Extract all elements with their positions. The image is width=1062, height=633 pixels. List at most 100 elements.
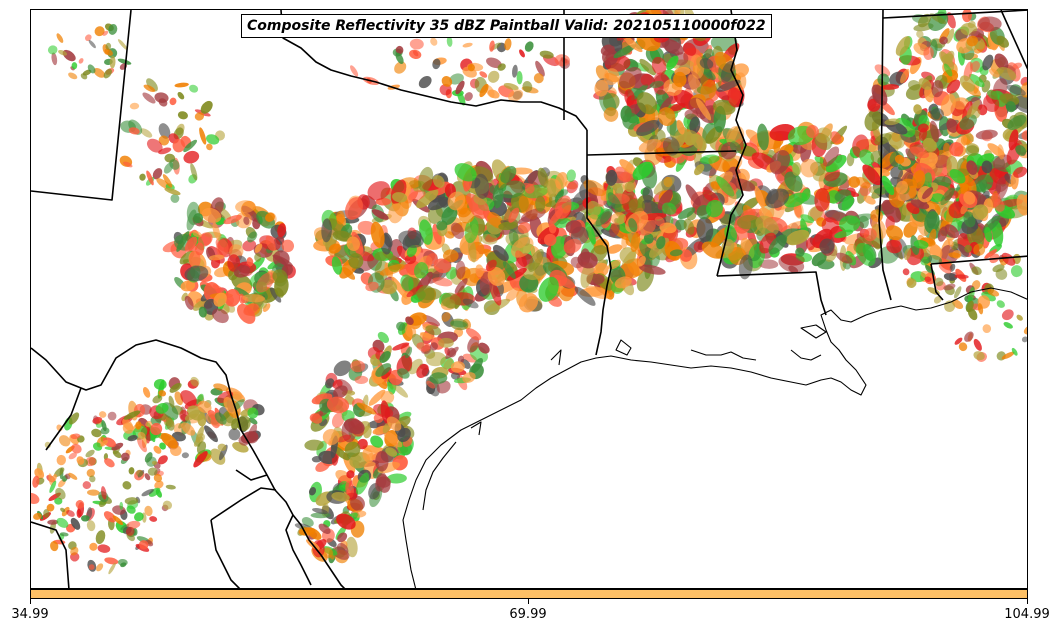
reflectivity-blob (332, 230, 353, 242)
reflectivity-blob (408, 358, 423, 375)
reflectivity-blob (548, 223, 557, 234)
reflectivity-blob (643, 233, 654, 244)
reflectivity-blob (487, 70, 500, 83)
reflectivity-blob (953, 286, 962, 299)
reflectivity-blob (395, 45, 404, 55)
reflectivity-blob (141, 488, 154, 497)
reflectivity-blob (563, 238, 582, 254)
reflectivity-blob (927, 254, 943, 265)
reflectivity-blob (47, 45, 58, 55)
reflectivity-blob (769, 149, 791, 175)
reflectivity-blob (498, 221, 518, 231)
reflectivity-blob (235, 200, 256, 213)
reflectivity-blob (977, 16, 1002, 32)
reflectivity-blob (51, 474, 57, 482)
reflectivity-blob (126, 520, 141, 529)
reflectivity-blob (169, 97, 177, 106)
reflectivity-blob (485, 259, 497, 272)
reflectivity-blob (51, 52, 58, 66)
reflectivity-blob (123, 161, 133, 168)
colorbar-tick-label: 34.99 (11, 607, 49, 622)
reflectivity-blob (414, 262, 429, 279)
reflectivity-blob (190, 163, 198, 181)
reflectivity-blob (997, 144, 1005, 160)
reflectivity-blob (326, 396, 350, 414)
reflectivity-blob (419, 332, 432, 341)
reflectivity-blob (916, 30, 924, 39)
reflectivity-blob (630, 232, 641, 253)
reflectivity-blob (61, 506, 70, 517)
reflectivity-blob (947, 239, 954, 247)
colorbar-tick (528, 599, 529, 604)
reflectivity-blob (815, 127, 832, 144)
reflectivity-blob (465, 328, 482, 341)
reflectivity-blob (999, 93, 1020, 106)
reflectivity-blob (375, 450, 389, 472)
reflectivity-blob (181, 422, 196, 436)
reflectivity-blob (610, 212, 627, 225)
reflectivity-blob (661, 38, 684, 55)
reflectivity-blob (988, 68, 1000, 78)
reflectivity-blob (404, 254, 417, 265)
reflectivity-blob (177, 91, 185, 100)
reflectivity-blob (50, 541, 59, 552)
reflectivity-blob (144, 505, 153, 517)
reflectivity-blob (76, 456, 85, 465)
reflectivity-blob (96, 563, 104, 572)
reflectivity-blob (613, 44, 637, 59)
reflectivity-blob (429, 372, 448, 384)
reflectivity-blob (207, 410, 218, 420)
reflectivity-blob (498, 180, 526, 199)
reflectivity-blob (1015, 145, 1027, 156)
reflectivity-blob (996, 35, 1009, 48)
reflectivity-blob (194, 112, 205, 121)
reflectivity-blob (546, 179, 557, 198)
coastline-lake (800, 324, 827, 339)
reflectivity-blob (504, 38, 512, 51)
reflectivity-blob (605, 169, 618, 186)
reflectivity-blob (683, 42, 697, 56)
coastline-bay-3 (790, 349, 822, 361)
reflectivity-blob (93, 67, 106, 78)
reflectivity-blob (966, 35, 979, 47)
reflectivity-blob (639, 264, 666, 275)
reflectivity-blob (554, 195, 572, 220)
reflectivity-blob (242, 294, 266, 303)
reflectivity-blob (479, 71, 488, 78)
reflectivity-blob (636, 120, 660, 136)
state-border-nw (31, 10, 132, 201)
reflectivity-blob (731, 178, 756, 192)
reflectivity-blob (825, 154, 847, 173)
reflectivity-blob (380, 400, 391, 424)
reflectivity-blob (929, 120, 940, 143)
reflectivity-blob (1007, 115, 1027, 130)
reflectivity-blob (954, 337, 963, 345)
reflectivity-blob (524, 41, 534, 52)
reflectivity-blob (422, 314, 441, 327)
reflectivity-blob (128, 467, 135, 475)
reflectivity-blob (997, 67, 1017, 81)
reflectivity-blob (475, 264, 484, 278)
reflectivity-blob (814, 187, 831, 212)
reflectivity-blob (639, 58, 656, 76)
reflectivity-blob (183, 139, 197, 153)
reflectivity-blob (1011, 347, 1018, 356)
reflectivity-blob (493, 244, 509, 262)
reflectivity-blob (877, 73, 890, 86)
reflectivity-blob (140, 128, 153, 138)
reflectivity-blob (391, 276, 408, 299)
reflectivity-blob (961, 10, 973, 23)
reflectivity-blob (162, 500, 173, 510)
reflectivity-blob (964, 244, 973, 253)
reflectivity-blob (716, 176, 735, 197)
reflectivity-blob (593, 262, 609, 277)
reflectivity-blob (124, 497, 139, 505)
state-border-top (882, 10, 1027, 19)
reflectivity-blob (139, 173, 146, 181)
reflectivity-blob (86, 468, 95, 478)
map-frame (30, 9, 1028, 589)
reflectivity-blob (666, 55, 679, 70)
reflectivity-blob (103, 68, 112, 79)
reflectivity-blob (585, 221, 596, 245)
reflectivity-blob (157, 455, 168, 465)
